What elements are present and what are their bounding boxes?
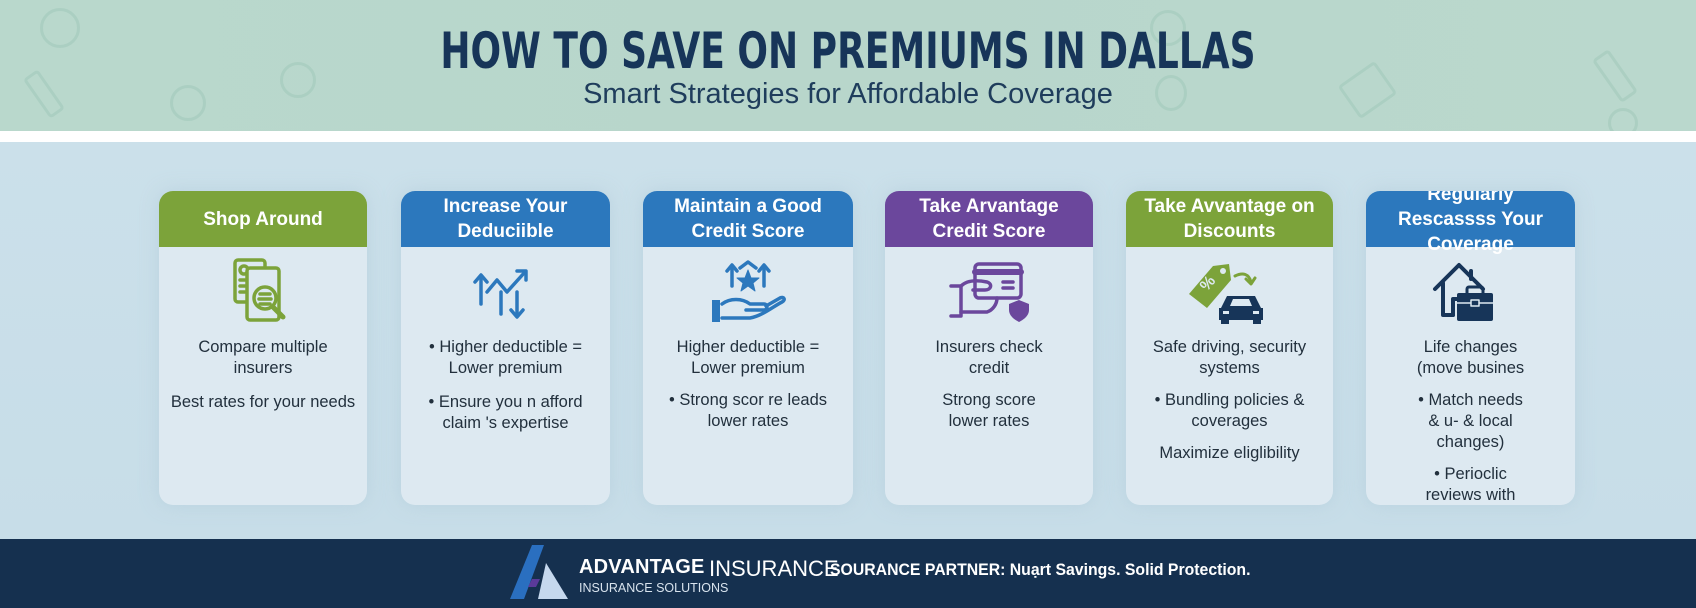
card-text: Life changes (move busines: [1416, 338, 1525, 377]
brand-logo-icon: [510, 545, 568, 599]
card-reassess-coverage: Regularly Rescassss Your Coverage Life c…: [1366, 191, 1575, 505]
card-title: Shop Around: [159, 191, 367, 247]
brand-name: ADVANTAGE: [579, 556, 705, 578]
card-title: Maintain a Good Credit Score: [643, 191, 853, 247]
card-text: Insurers check credit: [935, 338, 1043, 377]
card-title: Regularly Rescassss Your Coverage: [1366, 191, 1575, 255]
divider: [0, 131, 1696, 142]
documents-magnifier-icon: [159, 247, 367, 337]
footer-bar: ADVANTAGE INSURANCE INSURANCE SOLUTIONS …: [0, 539, 1696, 608]
card-text: • Ensure you n afford claim 's expertise: [428, 393, 583, 432]
header-banner: HOW TO SAVE ON PREMIUMS IN DALLAS Smart …: [0, 0, 1696, 131]
decorative-coin-icon: [170, 85, 206, 121]
discount-tag-car-icon: %: [1126, 247, 1333, 337]
card-title: Take Arvantage Credit Score: [885, 191, 1093, 247]
decorative-coin-icon: [1155, 75, 1187, 111]
decorative-question-icon: [1150, 10, 1186, 46]
card-text: • Bundling policies & coverages: [1154, 391, 1305, 430]
page-title: HOW TO SAVE ON PREMIUMS IN DALLAS: [440, 22, 1256, 80]
card-text: Strong score lower rates: [942, 391, 1036, 430]
card-text: • Higher deductible = Lower premium: [429, 338, 582, 377]
card-text: Higher deductible = Lower premium: [676, 338, 820, 377]
hand-credit-card-icon: [885, 247, 1093, 337]
card-text: • Match needs & u- & local changes): [1418, 391, 1523, 451]
card-text: Maximize eliglibility: [1159, 444, 1300, 462]
card-title: Take Avvantage on Discounts: [1126, 191, 1333, 247]
card-discounts: Take Avvantage on Discounts % Safe drivi…: [1126, 191, 1333, 505]
card-take-advantage-credit: Take Arvantage Credit Score Insurers che…: [885, 191, 1093, 505]
card-text: Best rates for your needs: [170, 393, 356, 411]
card-maintain-credit-score: Maintain a Good Credit Score Higher dedu…: [643, 191, 853, 505]
hand-star-icon: [643, 247, 853, 337]
card-text: • Perioclic reviews with broker: [1425, 465, 1516, 504]
card-text: Safe driving, security systems: [1152, 338, 1307, 377]
arrows-trend-icon: [401, 247, 610, 337]
decorative-circle-icon: [1608, 108, 1638, 131]
card-text: • Strong scor re leads lower rates: [668, 391, 827, 430]
footer-slogan: SOURANCE PARTNER: Nuạrt Savings. Solid P…: [830, 560, 1251, 579]
card-increase-deductible: Increase Your Deduciible • Higher deduct…: [401, 191, 610, 505]
decorative-circle-icon: [40, 8, 80, 48]
page-subtitle: Smart Strategies for Affordable Coverage: [583, 78, 1113, 110]
card-text: Compare multiple insurers: [198, 338, 328, 377]
brand-word: INSURANCE: [709, 556, 839, 581]
card-shop-around: Shop Around Compare multiple insurers Be…: [159, 191, 367, 505]
house-briefcase-icon: [1366, 247, 1575, 337]
decorative-coin-icon: [280, 62, 316, 98]
card-title: Increase Your Deduciible: [401, 191, 610, 247]
brand-tagline: INSURANCE SOLUTIONS: [579, 581, 729, 595]
